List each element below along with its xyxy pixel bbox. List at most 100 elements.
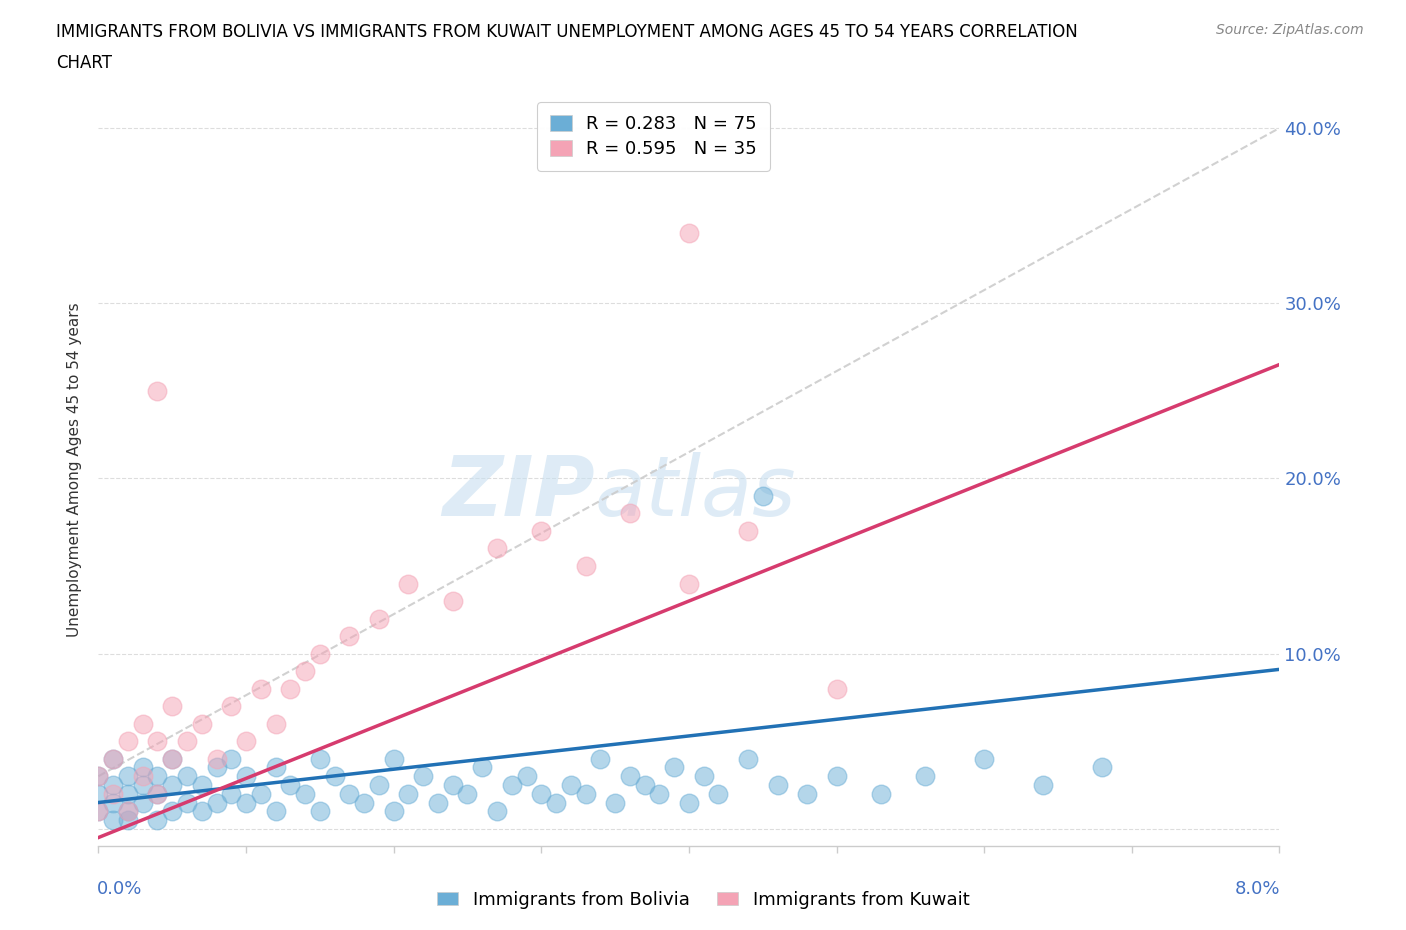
Text: ZIP: ZIP	[441, 452, 595, 533]
Text: atlas: atlas	[595, 452, 796, 533]
Point	[678, 576, 700, 591]
Point	[294, 664, 316, 679]
Point	[825, 681, 848, 696]
Point	[162, 698, 183, 713]
Point	[117, 769, 139, 784]
Point	[825, 769, 848, 784]
Point	[693, 769, 716, 784]
Point	[221, 786, 243, 801]
Point	[205, 795, 228, 810]
Point	[412, 769, 434, 784]
Point	[146, 786, 169, 801]
Point	[398, 786, 420, 801]
Point	[103, 795, 125, 810]
Point	[132, 795, 155, 810]
Point	[117, 804, 139, 818]
Point	[530, 524, 553, 538]
Point	[132, 760, 155, 775]
Point	[264, 760, 287, 775]
Point	[117, 734, 139, 749]
Point	[457, 786, 479, 801]
Point	[766, 777, 789, 792]
Point	[546, 795, 568, 810]
Legend: Immigrants from Bolivia, Immigrants from Kuwait: Immigrants from Bolivia, Immigrants from…	[429, 884, 977, 916]
Point	[678, 795, 700, 810]
Point	[619, 769, 641, 784]
Point	[146, 786, 169, 801]
Point	[103, 777, 125, 792]
Point	[486, 541, 509, 556]
Point	[634, 777, 657, 792]
Point	[441, 593, 464, 608]
Point	[441, 777, 464, 792]
Point	[162, 751, 183, 766]
Point	[737, 751, 759, 766]
Point	[87, 804, 110, 818]
Text: 0.0%: 0.0%	[97, 880, 142, 898]
Point	[280, 681, 302, 696]
Point	[176, 795, 198, 810]
Point	[117, 813, 139, 828]
Point	[176, 769, 198, 784]
Point	[398, 576, 420, 591]
Point	[146, 734, 169, 749]
Point	[250, 681, 273, 696]
Point	[471, 760, 494, 775]
Point	[176, 734, 198, 749]
Point	[664, 760, 686, 775]
Point	[162, 777, 183, 792]
Point	[796, 786, 818, 801]
Point	[132, 716, 155, 731]
Point	[914, 769, 936, 784]
Text: IMMIGRANTS FROM BOLIVIA VS IMMIGRANTS FROM KUWAIT UNEMPLOYMENT AMONG AGES 45 TO : IMMIGRANTS FROM BOLIVIA VS IMMIGRANTS FR…	[56, 23, 1078, 41]
Point	[117, 804, 139, 818]
Point	[353, 795, 375, 810]
Point	[973, 751, 995, 766]
Point	[486, 804, 509, 818]
Point	[309, 751, 332, 766]
Point	[530, 786, 553, 801]
Point	[235, 769, 257, 784]
Point	[87, 804, 110, 818]
Point	[162, 751, 183, 766]
Point	[309, 804, 332, 818]
Point	[250, 786, 273, 801]
Point	[191, 804, 214, 818]
Point	[103, 751, 125, 766]
Point	[280, 777, 302, 792]
Point	[221, 698, 243, 713]
Point	[678, 226, 700, 241]
Point	[221, 751, 243, 766]
Point	[368, 611, 391, 626]
Point	[339, 629, 361, 644]
Point	[235, 795, 257, 810]
Point	[117, 786, 139, 801]
Point	[575, 786, 598, 801]
Text: Source: ZipAtlas.com: Source: ZipAtlas.com	[1216, 23, 1364, 37]
Point	[146, 383, 169, 398]
Point	[162, 804, 183, 818]
Point	[560, 777, 582, 792]
Point	[309, 646, 332, 661]
Point	[132, 769, 155, 784]
Point	[648, 786, 671, 801]
Point	[146, 813, 169, 828]
Point	[1091, 760, 1114, 775]
Point	[146, 769, 169, 784]
Point	[191, 716, 214, 731]
Point	[870, 786, 893, 801]
Point	[264, 804, 287, 818]
Point	[619, 506, 641, 521]
Text: CHART: CHART	[56, 54, 112, 72]
Point	[235, 734, 257, 749]
Point	[205, 760, 228, 775]
Y-axis label: Unemployment Among Ages 45 to 54 years: Unemployment Among Ages 45 to 54 years	[67, 302, 83, 637]
Point	[589, 751, 612, 766]
Point	[737, 524, 759, 538]
Point	[368, 777, 391, 792]
Point	[323, 769, 346, 784]
Point	[516, 769, 538, 784]
Point	[382, 751, 405, 766]
Point	[205, 751, 228, 766]
Point	[382, 804, 405, 818]
